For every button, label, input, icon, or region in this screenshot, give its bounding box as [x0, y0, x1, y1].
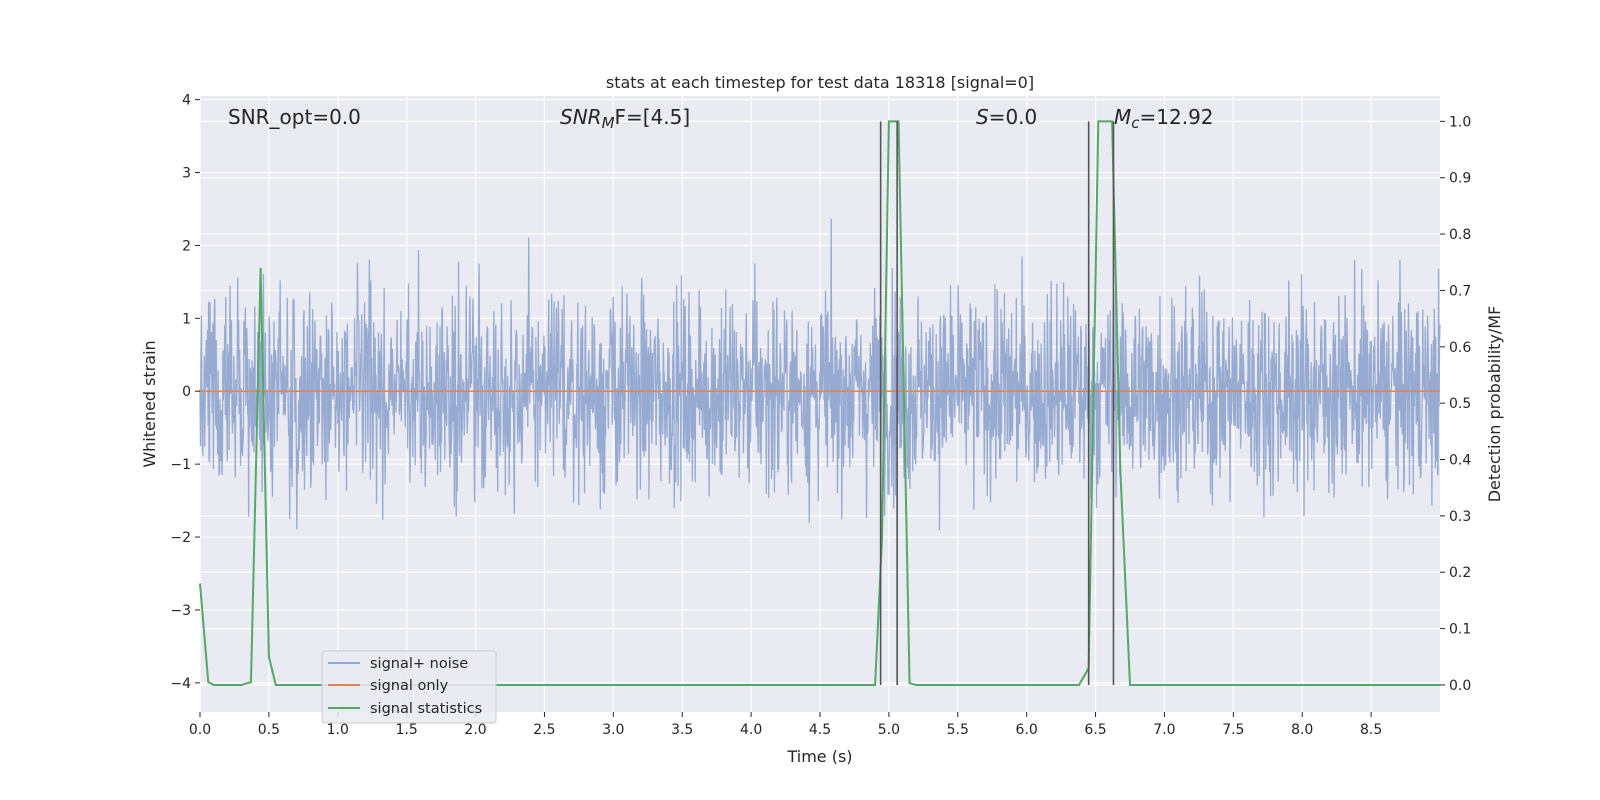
y2-tick-label: 0.9: [1449, 171, 1471, 187]
y-tick-label: 3: [182, 166, 191, 182]
y-tick-label: 0: [182, 384, 191, 400]
y2-axis-label: Detection probability/MF: [1485, 306, 1504, 503]
y-tick-label: −3: [170, 603, 191, 619]
y-tick-label: −1: [170, 457, 191, 473]
x-axis-label: Time (s): [786, 747, 852, 766]
y2-axis-ticks: 1.0 0.9 0.8 0.7 0.6 0.5 0.4 0.3 0.2 0.1 0.0: [1440, 114, 1471, 694]
x-tick-label: 0.0: [189, 722, 211, 738]
y2-tick-label: 0.5: [1449, 396, 1471, 412]
y2-tick-label: 0.8: [1449, 227, 1471, 243]
x-tick-label: 3.5: [671, 722, 693, 738]
series-signal-statistics: [199, 120, 1440, 686]
x-tick-label: 2.0: [464, 722, 486, 738]
y-tick-label: −2: [170, 530, 191, 546]
annotation-snr-mf: SNRMF=[4.5]: [560, 105, 690, 132]
x-tick-label: 1.0: [327, 722, 349, 738]
y2-tick-label: 1.0: [1449, 114, 1471, 130]
x-tick-label: 3.0: [602, 722, 624, 738]
y2-tick-label: 0.2: [1449, 565, 1471, 581]
annotation-snr-opt: SNR_opt=0.0: [228, 105, 361, 129]
y-tick-label: −4: [170, 676, 191, 692]
x-tick-label: 5.0: [878, 722, 900, 738]
y-tick-label: 2: [182, 238, 191, 254]
x-tick-label: 7.5: [1222, 722, 1244, 738]
y-axis-label: Whitened strain: [140, 340, 159, 467]
y2-tick-label: 0.4: [1449, 453, 1471, 469]
x-tick-label: 1.5: [396, 722, 418, 738]
x-tick-label: 7.0: [1153, 722, 1175, 738]
y-axis-ticks: 4 3 2 1 0 −1 −2 −3 −4: [170, 93, 200, 692]
series-line-signal-statistics: [199, 120, 1440, 686]
y-tick-label: 4: [182, 93, 191, 109]
marker-vlines: [879, 121, 1115, 685]
x-tick-label: 6.0: [1016, 722, 1038, 738]
legend-label-signal-only: signal only: [370, 678, 449, 694]
y2-tick-label: 0.6: [1449, 340, 1471, 356]
legend-box: [321, 650, 497, 724]
y2-tick-label: 0.7: [1449, 283, 1471, 299]
y2-tick-label: 0.3: [1449, 509, 1471, 525]
annotation-s: S=0.0: [976, 105, 1037, 129]
y2-tick-label: 0.0: [1449, 678, 1471, 694]
series-line-signal-noise: [199, 218, 1441, 531]
annotation-mc: Mc=12.92: [1114, 105, 1214, 132]
series-signal-noise: [199, 218, 1441, 531]
y2-tick-label: 0.1: [1449, 622, 1471, 638]
y-tick-label: 1: [182, 311, 191, 327]
chart-title: stats at each timestep for test data 183…: [606, 73, 1034, 92]
x-axis-ticks: 0.0 0.5 1.0 1.5 2.0 2.5 3.0 3.5 4.0 4.5 5.0 5.5 6.0 6…: [189, 712, 1382, 738]
x-tick-label: 8.0: [1291, 722, 1313, 738]
x-tick-label: 5.5: [947, 722, 969, 738]
x-tick-label: 8.5: [1360, 722, 1382, 738]
x-tick-label: 2.5: [533, 722, 555, 738]
x-tick-label: 0.5: [258, 722, 280, 738]
legend-label-signal-statistics: signal statistics: [370, 701, 482, 717]
legend-label-signal-noise: signal+ noise: [370, 656, 468, 672]
legend: signal+ noise signal only signal statist…: [321, 650, 497, 724]
x-tick-label: 6.5: [1084, 722, 1106, 738]
x-tick-label: 4.5: [809, 722, 831, 738]
x-tick-label: 4.0: [740, 722, 762, 738]
